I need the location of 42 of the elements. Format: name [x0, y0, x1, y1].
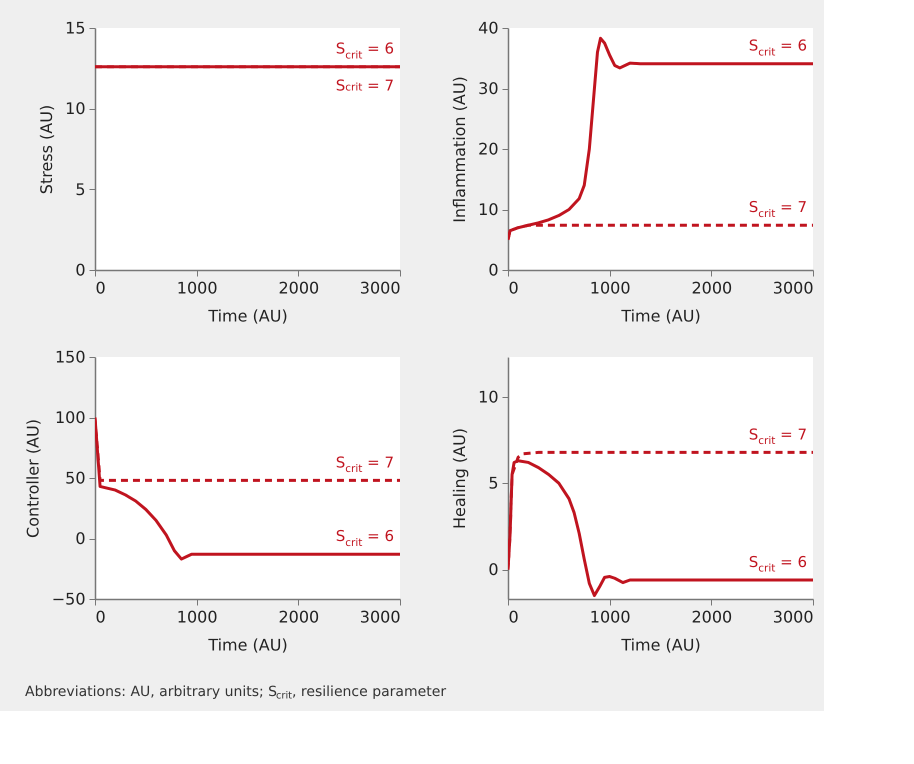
y-tick-label: 5 [75, 180, 86, 199]
x-tick-label: 3000 [772, 278, 814, 298]
x-axis-title: Time (AU) [620, 636, 701, 654]
y-tick-label: 150 [54, 348, 86, 366]
x-tick-label: 0 [96, 278, 106, 298]
y-tick-label: 100 [54, 408, 86, 427]
y-tick-label: 40 [478, 18, 498, 38]
x-axis-title: Time (AU) [207, 636, 288, 654]
x-tick-label: 2000 [278, 608, 320, 626]
y-tick-label: 0 [75, 529, 86, 548]
x-tick-label: 3000 [360, 608, 400, 626]
x-tick-label: 1000 [590, 278, 631, 298]
y-tick-label: −50 [52, 590, 86, 608]
y-tick-label: 15 [65, 18, 86, 38]
x-axis-title: Time (AU) [620, 306, 701, 326]
x-tick-label: 1000 [176, 278, 218, 298]
y-axis-title: Healing (AU) [450, 428, 470, 530]
series-label: Scrit = 7 [336, 76, 394, 95]
x-tick-label: 2000 [691, 608, 732, 626]
x-tick-label: 0 [96, 608, 106, 626]
y-tick-label: 20 [478, 140, 498, 158]
x-tick-label: 1000 [176, 608, 218, 626]
x-tick-label: 2000 [278, 278, 320, 298]
x-tick-label: 0 [508, 608, 519, 626]
x-tick-label: 2000 [691, 278, 732, 298]
y-tick-label: 5 [488, 474, 498, 493]
y-axis-title: Controller (AU) [24, 419, 43, 538]
y-axis-title: Inflammation (AU) [450, 76, 470, 223]
y-tick-label: 0 [488, 260, 498, 280]
y-axis-title: Stress (AU) [37, 104, 56, 194]
y-tick-label: 10 [478, 200, 498, 219]
x-tick-label: 1000 [590, 608, 631, 626]
y-tick-label: 0 [488, 560, 498, 580]
y-tick-label: 10 [478, 387, 498, 406]
x-tick-label: 0 [508, 278, 519, 298]
y-tick-label: 0 [75, 260, 86, 280]
y-tick-label: 10 [65, 99, 86, 118]
x-tick-label: 3000 [772, 608, 814, 626]
x-axis-title: Time (AU) [207, 306, 288, 326]
y-tick-label: 50 [65, 468, 86, 488]
x-tick-label: 3000 [360, 278, 400, 298]
y-tick-label: 30 [478, 79, 498, 98]
